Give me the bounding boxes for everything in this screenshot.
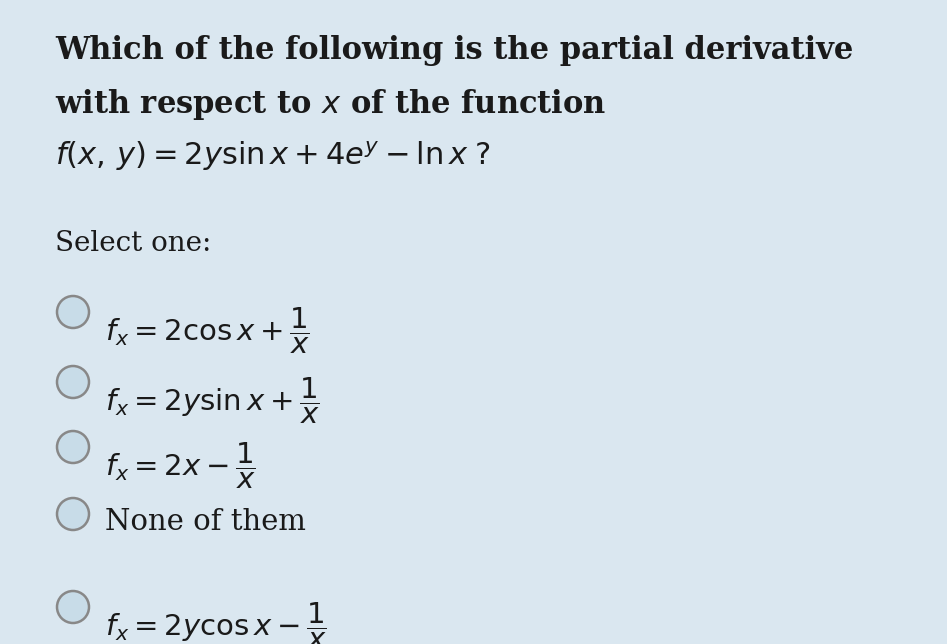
Ellipse shape [57,431,89,463]
Text: $f_x = 2\cos x + \dfrac{1}{x}$: $f_x = 2\cos x + \dfrac{1}{x}$ [105,306,310,356]
Text: $f_x = 2y\sin x + \dfrac{1}{x}$: $f_x = 2y\sin x + \dfrac{1}{x}$ [105,376,319,426]
Ellipse shape [57,498,89,530]
Text: $f_x = 2y\cos x - \dfrac{1}{x}$: $f_x = 2y\cos x - \dfrac{1}{x}$ [105,601,327,644]
Ellipse shape [57,591,89,623]
Text: Select one:: Select one: [55,230,211,257]
Ellipse shape [57,366,89,398]
Text: with respect to $x$ of the function: with respect to $x$ of the function [55,87,606,122]
Text: $f_x = 2x - \dfrac{1}{x}$: $f_x = 2x - \dfrac{1}{x}$ [105,441,256,491]
Ellipse shape [57,296,89,328]
Text: None of them: None of them [105,508,306,536]
Text: Which of the following is the partial derivative: Which of the following is the partial de… [55,35,853,66]
Text: $f(x,\, y) = 2y\sin x + 4e^{y} - \ln x\;?$: $f(x,\, y) = 2y\sin x + 4e^{y} - \ln x\;… [55,139,491,173]
